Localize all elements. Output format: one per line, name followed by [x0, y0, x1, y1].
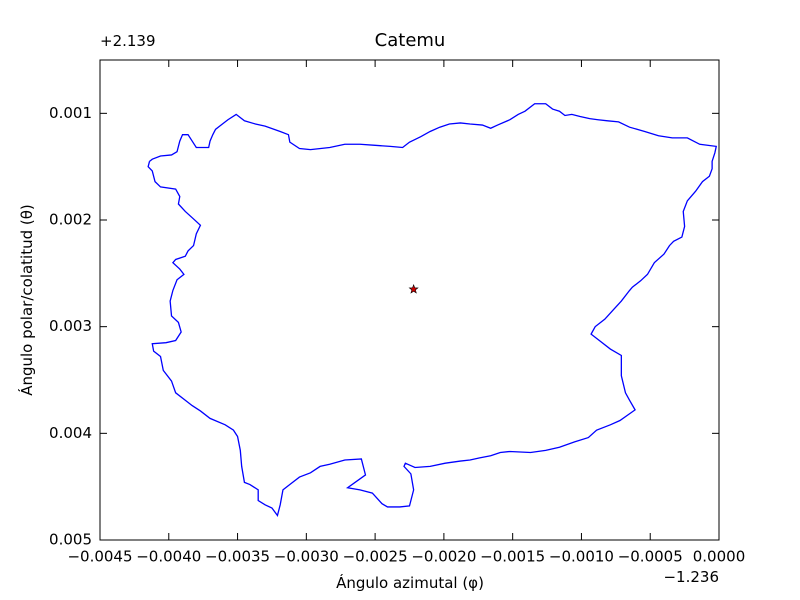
plot-frame [99, 59, 720, 541]
y-tick-label: 0.003 [49, 317, 92, 335]
x-tick-label: −0.0005 [618, 548, 683, 566]
y-tick-label: 0.004 [49, 424, 92, 442]
chart-title: Catemu [375, 30, 446, 51]
y-tick-label: 0.005 [49, 531, 92, 549]
x-tick-label: −0.0045 [67, 548, 132, 566]
x-axis-label: Ángulo azimutal (φ) [336, 573, 484, 592]
center-star [408, 283, 419, 294]
x-tick-label: −0.0035 [205, 548, 270, 566]
boundary-line [147, 103, 718, 517]
x-tick-label: −0.0015 [480, 548, 545, 566]
x-tick-label: −0.0020 [411, 548, 476, 566]
x-tick-label: 0.0000 [693, 548, 746, 566]
y-tick-label: 0.002 [49, 211, 92, 229]
x-tick-label: −0.0040 [136, 548, 201, 566]
y-tick-label: 0.001 [49, 104, 92, 122]
x-tick-label: −0.0010 [549, 548, 614, 566]
x-tick-label: −0.0025 [343, 548, 408, 566]
x-offset-label: −1.236 [663, 568, 719, 586]
y-offset-label: +2.139 [100, 32, 156, 50]
y-axis-label: Ángulo polar/colatitud (θ) [17, 204, 36, 396]
x-tick-label: −0.0030 [274, 548, 339, 566]
